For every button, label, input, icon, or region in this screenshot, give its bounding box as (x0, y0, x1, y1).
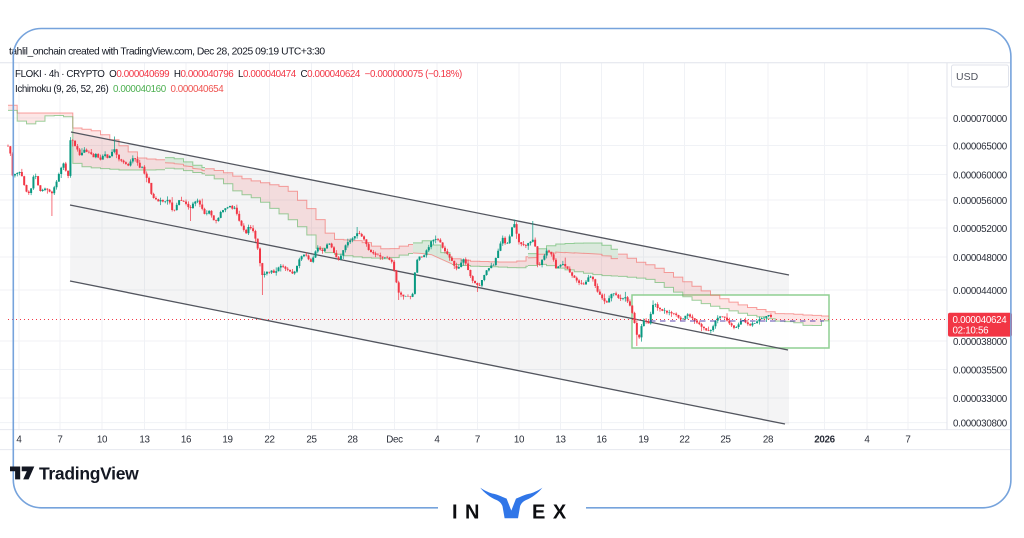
svg-text:Ichimoku (9, 26, 52, 26) 0.00: Ichimoku (9, 26, 52, 26) 0.000040160 0.0… (15, 84, 224, 95)
svg-text:0.000035500: 0.000035500 (953, 365, 1008, 376)
svg-text:0.000070000: 0.000070000 (953, 114, 1008, 125)
svg-text:0.000048000: 0.000048000 (953, 253, 1008, 264)
svg-text:IN: IN (452, 502, 487, 524)
svg-text:0.000044000: 0.000044000 (953, 286, 1008, 297)
svg-text:4: 4 (864, 435, 870, 446)
svg-text:2026: 2026 (814, 435, 835, 446)
svg-text:FLOKI · 4h · CRYPTO O0.000040: FLOKI · 4h · CRYPTO O0.000040699 H0.0000… (15, 69, 462, 80)
svg-text:02:10:56: 02:10:56 (953, 326, 990, 337)
svg-text:0.000038000: 0.000038000 (953, 337, 1008, 348)
svg-text:0.000065000: 0.000065000 (953, 141, 1008, 152)
svg-text:10: 10 (514, 435, 525, 446)
svg-text:16: 16 (596, 435, 607, 446)
svg-text:7: 7 (905, 435, 910, 446)
svg-text:13: 13 (555, 435, 566, 446)
svg-text:28: 28 (347, 435, 358, 446)
svg-text:4: 4 (16, 435, 22, 446)
svg-text:19: 19 (638, 435, 648, 446)
svg-text:TradingView: TradingView (39, 464, 139, 484)
svg-text:0.000056000: 0.000056000 (953, 196, 1008, 207)
svg-text:19: 19 (222, 435, 232, 446)
svg-text:0.000033000: 0.000033000 (953, 394, 1008, 405)
svg-text:25: 25 (720, 435, 731, 446)
svg-text:4: 4 (434, 435, 440, 446)
svg-text:28: 28 (763, 435, 774, 446)
svg-text:0.000060000: 0.000060000 (953, 170, 1008, 181)
svg-text:22: 22 (679, 435, 689, 446)
svg-text:USD: USD (956, 71, 979, 83)
svg-text:EX: EX (532, 502, 574, 524)
svg-text:13: 13 (139, 435, 150, 446)
svg-text:7: 7 (475, 435, 480, 446)
svg-text:16: 16 (181, 435, 192, 446)
svg-text:Dec: Dec (386, 435, 403, 446)
svg-text:0.000030800: 0.000030800 (953, 418, 1008, 429)
svg-text:0.000040624: 0.000040624 (953, 315, 1008, 326)
svg-text:0.000052000: 0.000052000 (953, 224, 1008, 235)
svg-text:tahlil_onchain created with Tr: tahlil_onchain created with TradingView.… (9, 47, 325, 58)
svg-text:25: 25 (306, 435, 317, 446)
svg-text:7: 7 (57, 435, 62, 446)
svg-text:22: 22 (264, 435, 274, 446)
svg-text:10: 10 (97, 435, 108, 446)
